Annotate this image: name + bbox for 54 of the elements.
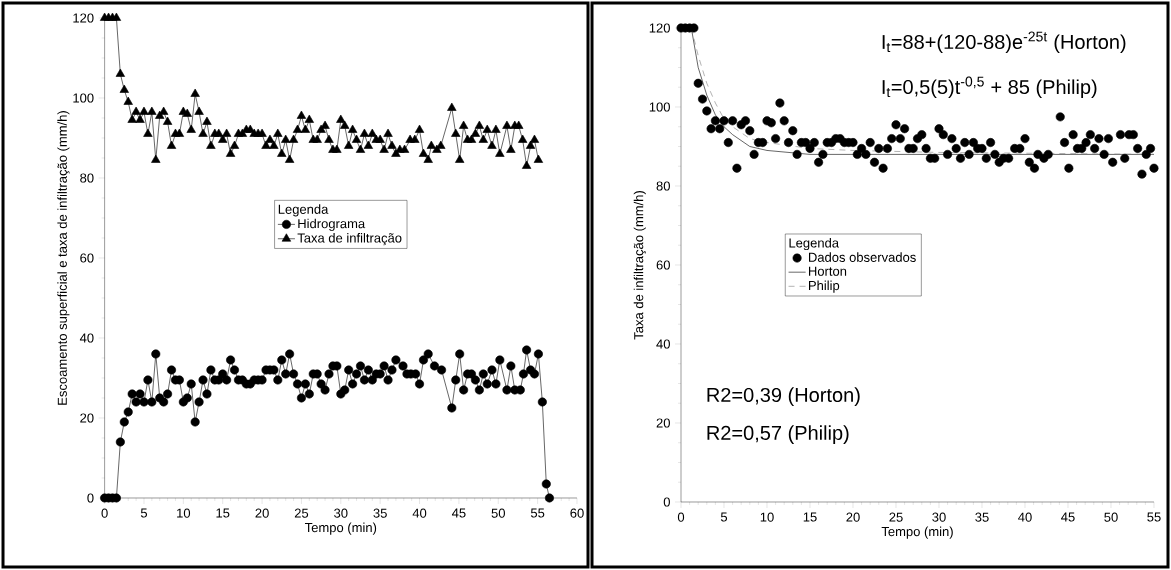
x-tick-label: 35 [975, 512, 989, 522]
y-axis-title: Taxa de infiltração (mm/h) [633, 191, 646, 340]
x-tick-label: 40 [412, 508, 427, 518]
x-tick-label: 20 [846, 512, 860, 522]
y-tick-label: 40 [79, 333, 94, 343]
x-axis-title: Tempo (min) [881, 526, 953, 539]
x-tick-label: 45 [451, 508, 466, 518]
x-tick-label: 10 [177, 508, 191, 518]
legend-label: Horton [809, 266, 847, 276]
x-tick-label: 0 [101, 508, 108, 518]
y-tick-label: 0 [87, 493, 94, 503]
x-tick-label: 10 [760, 512, 774, 522]
x-tick-label: 30 [932, 512, 946, 522]
legend-title: Legenda [278, 204, 329, 217]
x-tick-label: 30 [334, 508, 348, 518]
x-tick-label: 60 [570, 508, 584, 518]
y-tick-label: 40 [656, 339, 670, 349]
x-tick-label: 20 [255, 508, 269, 518]
y-tick-label: 120 [649, 23, 670, 33]
x-tick-label: 55 [1147, 512, 1161, 522]
legend-label: Philip [809, 280, 840, 293]
y-tick-label: 0 [663, 497, 670, 507]
x-tick-label: 25 [294, 508, 309, 518]
x-tick-label: 5 [720, 512, 728, 522]
x-tick-label: 25 [889, 512, 903, 522]
legend-label: Hidrograma [298, 218, 366, 231]
annotation: I$_{t}$=0,5(5)t$^{-0,5}$ + 85 (Philip) [882, 76, 1097, 99]
y-axis-title: Escoamento superficial e taxa de infiltração (mm/h) [57, 111, 70, 405]
x-tick-label: 0 [677, 512, 685, 522]
y-tick-label: 80 [80, 173, 94, 183]
x-axis-title: Tempo (min) [304, 522, 377, 535]
y-tick-label: 100 [649, 102, 670, 112]
y-tick-label: 120 [73, 13, 94, 23]
y-tick-label: 100 [73, 93, 94, 103]
legend-title: Legenda [789, 237, 840, 251]
x-tick-label: 55 [530, 508, 545, 518]
x-tick-label: 45 [1061, 512, 1075, 522]
annotation: R2=0,57 (Philip) [707, 425, 849, 444]
x-tick-label: 15 [216, 508, 230, 518]
x-tick-label: 35 [373, 508, 387, 518]
legend-label: Dados observados [809, 252, 916, 262]
y-tick-label: 20 [656, 418, 670, 428]
annotation: R2=0,39 (Horton) [707, 387, 860, 406]
annotation: I$_{t}$=88+(120-88)e$^{-25t}$ (Horton) [882, 31, 1126, 54]
y-tick-label: 80 [656, 181, 670, 191]
x-tick-label: 50 [1104, 512, 1118, 522]
y-tick-label: 60 [656, 260, 670, 270]
x-tick-label: 40 [1018, 512, 1032, 522]
y-tick-label: 20 [80, 413, 94, 423]
x-tick-label: 5 [140, 508, 148, 518]
legend-label: Taxa de infiltração [297, 233, 402, 246]
x-tick-label: 50 [491, 508, 505, 518]
x-tick-label: 15 [803, 512, 817, 522]
y-tick-label: 60 [80, 253, 94, 263]
